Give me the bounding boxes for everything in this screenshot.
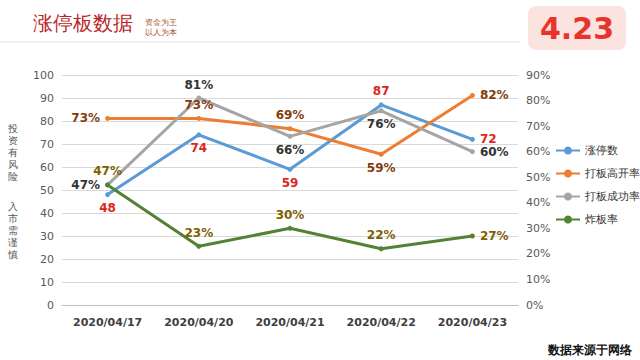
svg-text:2020/04/23: 2020/04/23 (438, 316, 507, 329)
svg-text:30%: 30% (526, 222, 550, 235)
svg-text:打板成功率: 打板成功率 (584, 190, 640, 203)
svg-text:50%: 50% (526, 171, 550, 184)
svg-text:数据来源于网络: 数据来源于网络 (547, 343, 633, 357)
svg-text:81%: 81% (184, 78, 213, 92)
svg-text:60%: 60% (526, 145, 550, 158)
svg-text:70%: 70% (526, 120, 550, 133)
svg-text:有: 有 (8, 147, 18, 158)
svg-text:炸板率: 炸板率 (585, 213, 618, 226)
svg-text:涨停数: 涨停数 (585, 144, 618, 157)
svg-text:72: 72 (479, 132, 497, 147)
svg-text:30%: 30% (276, 208, 305, 222)
svg-text:22%: 22% (367, 228, 396, 242)
svg-text:69%: 69% (276, 108, 305, 122)
svg-text:10%: 10% (526, 273, 550, 286)
svg-text:90%: 90% (526, 69, 550, 82)
svg-text:76%: 76% (367, 117, 396, 131)
svg-text:50: 50 (40, 184, 54, 197)
svg-text:20%: 20% (526, 247, 550, 260)
svg-text:40%: 40% (526, 196, 550, 209)
svg-text:60%: 60% (480, 145, 509, 159)
svg-text:73%: 73% (71, 111, 100, 125)
svg-text:40: 40 (40, 207, 54, 220)
svg-text:66%: 66% (276, 143, 305, 157)
svg-text:风: 风 (8, 159, 18, 170)
svg-text:2020/04/22: 2020/04/22 (347, 316, 416, 329)
svg-text:73%: 73% (184, 98, 213, 112)
svg-text:险: 险 (8, 171, 18, 182)
svg-text:47%: 47% (71, 178, 100, 192)
svg-text:59%: 59% (367, 161, 396, 175)
svg-text:70: 70 (40, 138, 54, 151)
svg-text:0%: 0% (526, 299, 543, 312)
svg-text:谨: 谨 (8, 237, 18, 248)
svg-text:需: 需 (8, 225, 18, 236)
svg-text:23%: 23% (184, 226, 213, 240)
svg-text:4.23: 4.23 (540, 11, 614, 46)
svg-text:10: 10 (40, 276, 54, 289)
svg-text:投: 投 (7, 123, 18, 134)
svg-text:60: 60 (40, 161, 54, 174)
svg-text:20: 20 (40, 253, 54, 266)
svg-text:82%: 82% (480, 88, 509, 102)
svg-text:入: 入 (8, 201, 18, 212)
svg-text:87: 87 (373, 84, 390, 98)
svg-text:74: 74 (190, 141, 207, 155)
svg-text:2020/04/20: 2020/04/20 (164, 316, 234, 329)
svg-text:48: 48 (99, 201, 116, 215)
svg-text:47%: 47% (93, 164, 122, 178)
svg-text:27%: 27% (480, 229, 509, 243)
svg-text:0: 0 (47, 299, 54, 312)
svg-text:涨停板数据: 涨停板数据 (33, 11, 133, 35)
svg-text:资金为王: 资金为王 (145, 18, 177, 27)
svg-text:打板高开率: 打板高开率 (584, 167, 640, 180)
svg-text:市: 市 (8, 213, 18, 224)
svg-text:2020/04/21: 2020/04/21 (255, 316, 324, 329)
svg-text:100: 100 (33, 69, 54, 82)
svg-text:90: 90 (40, 92, 54, 105)
svg-text:80%: 80% (526, 94, 550, 107)
svg-text:30: 30 (40, 230, 54, 243)
svg-text:2020/04/17: 2020/04/17 (73, 316, 142, 329)
svg-text:资: 资 (8, 135, 18, 146)
svg-text:慎: 慎 (7, 249, 18, 260)
svg-text:80: 80 (40, 115, 54, 128)
svg-text:59: 59 (282, 176, 299, 190)
svg-text:以人为本: 以人为本 (145, 28, 177, 37)
